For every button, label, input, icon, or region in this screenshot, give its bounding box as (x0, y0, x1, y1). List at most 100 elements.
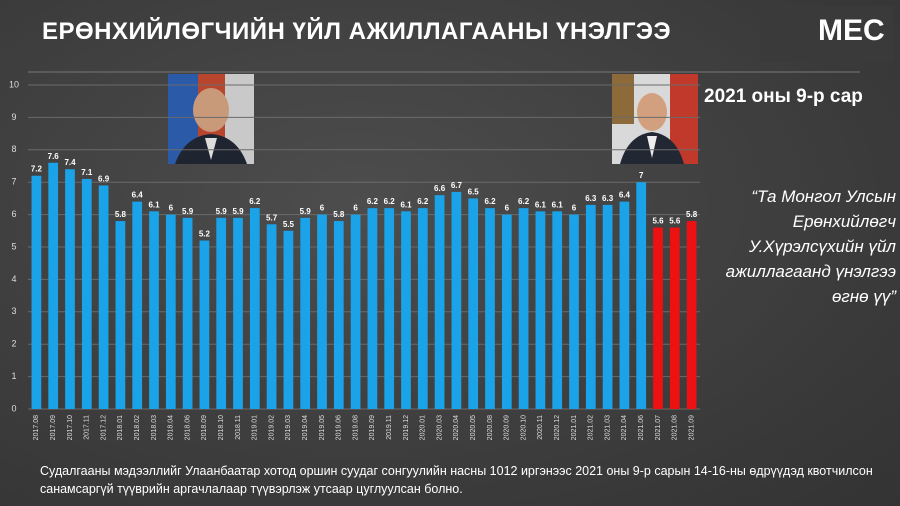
bar (249, 208, 260, 409)
bar (266, 224, 277, 409)
bar (216, 217, 227, 409)
bar (182, 217, 193, 409)
value-label: 6.3 (585, 194, 597, 203)
value-label: 5.7 (266, 213, 278, 222)
y-tick-label: 7 (11, 177, 16, 187)
bar (451, 191, 462, 409)
bar (468, 198, 479, 409)
x-tick-label: 2018.01 (117, 415, 124, 440)
x-tick-label: 2019.09 (369, 415, 376, 440)
bar (384, 208, 395, 409)
bar (333, 221, 344, 409)
logo (760, 6, 894, 62)
bar (401, 211, 411, 409)
bar (585, 204, 596, 409)
x-tick-label: 2020.03 (436, 415, 443, 440)
value-label: 6 (320, 204, 325, 213)
x-tick-label: 2021.08 (672, 415, 679, 440)
value-label: 6.5 (468, 187, 480, 196)
x-tick-label: 2018.02 (134, 415, 141, 440)
footnote: Судалгааны мэдээллийг Улаанбаатар хотод … (40, 464, 873, 496)
x-tick-label: 2021.03 (604, 415, 611, 440)
bar (485, 208, 495, 409)
x-tick-label: 2018.04 (168, 415, 175, 440)
bar (619, 201, 630, 409)
x-tick-label: 2017.10 (67, 415, 74, 440)
x-tick-label: 2019.01 (252, 415, 259, 440)
logo-text: MEC (818, 14, 885, 47)
bar (165, 214, 176, 409)
y-tick-label: 10 (9, 79, 19, 89)
x-tick-label: 2021.09 (688, 415, 695, 440)
bar (669, 227, 680, 409)
value-label: 6.1 (400, 200, 412, 209)
value-label: 6.2 (518, 197, 530, 206)
y-tick-label: 8 (11, 144, 16, 154)
subtitle: 2021 оны 9-р сар (704, 86, 863, 107)
value-label: 6.1 (552, 200, 564, 209)
value-label: 6.1 (535, 200, 547, 209)
bar (518, 208, 529, 409)
value-label: 6 (572, 204, 577, 213)
x-tick-label: 2020.05 (470, 415, 477, 440)
value-label: 5.9 (216, 207, 228, 216)
bar (569, 214, 579, 409)
bar (31, 175, 42, 409)
y-tick-label: 1 (11, 371, 16, 381)
value-label: 6.7 (451, 181, 463, 190)
x-tick-label: 2019.12 (403, 415, 410, 440)
bar (417, 208, 428, 409)
value-label: 6.2 (484, 197, 496, 206)
x-tick-label: 2017.08 (33, 415, 40, 440)
value-label: 5.9 (232, 207, 244, 216)
x-tick-label: 2018.11 (235, 415, 242, 440)
value-label: 7 (639, 171, 644, 180)
x-tick-label: 2019.08 (352, 415, 359, 440)
x-tick-label: 2019.04 (302, 415, 309, 440)
bar (501, 214, 512, 409)
value-label: 6.1 (148, 200, 160, 209)
value-label: 5.8 (686, 210, 698, 219)
value-label: 7.2 (31, 165, 43, 174)
photo-left (168, 74, 254, 164)
value-label: 6.4 (619, 191, 631, 200)
x-tick-label: 2020.09 (504, 415, 511, 440)
x-tick-label: 2017.12 (100, 415, 107, 440)
value-label: 6.4 (132, 191, 144, 200)
value-label: 5.6 (652, 217, 664, 226)
question-quote: “Та Монгол Улсын Ерөнхийлөгч У.Хүрэлсүхи… (725, 187, 896, 306)
x-tick-label: 2021.07 (655, 415, 662, 440)
slide-title: ЕРӨНХИЙЛӨГЧИЙН ҮЙЛ АЖИЛЛАГААНЫ ҮНЭЛГЭЭ (42, 18, 672, 45)
x-tick-label: 2019.03 (285, 415, 292, 440)
y-tick-label: 2 (11, 339, 16, 349)
bar (552, 211, 563, 409)
value-label: 6.2 (367, 197, 379, 206)
x-tick-label: 2020.08 (487, 415, 494, 440)
bar (317, 214, 327, 409)
x-tick-label: 2020.01 (420, 415, 427, 440)
value-label: 5.2 (199, 230, 211, 239)
bar (132, 201, 143, 409)
x-tick-label: 2019.05 (319, 415, 326, 440)
y-tick-label: 3 (11, 306, 16, 316)
y-tick-label: 4 (11, 274, 16, 284)
x-tick-label: 2020.04 (453, 415, 460, 440)
x-tick-label: 2021.04 (621, 415, 628, 440)
y-tick-label: 0 (11, 403, 16, 413)
bar (434, 195, 445, 409)
value-label: 5.6 (669, 217, 681, 226)
bar (350, 214, 361, 409)
bar (636, 182, 647, 409)
y-tick-label: 6 (11, 209, 16, 219)
value-label: 5.9 (182, 207, 194, 216)
bar (199, 240, 210, 409)
x-tick-label: 2019.11 (386, 415, 393, 440)
x-tick-label: 2017.11 (84, 415, 91, 440)
value-label: 6.3 (602, 194, 614, 203)
bar (367, 208, 378, 409)
value-label: 7.6 (48, 152, 60, 161)
x-tick-label: 2018.03 (151, 415, 158, 440)
bar (98, 185, 109, 409)
x-tick-label: 2019.06 (336, 415, 343, 440)
